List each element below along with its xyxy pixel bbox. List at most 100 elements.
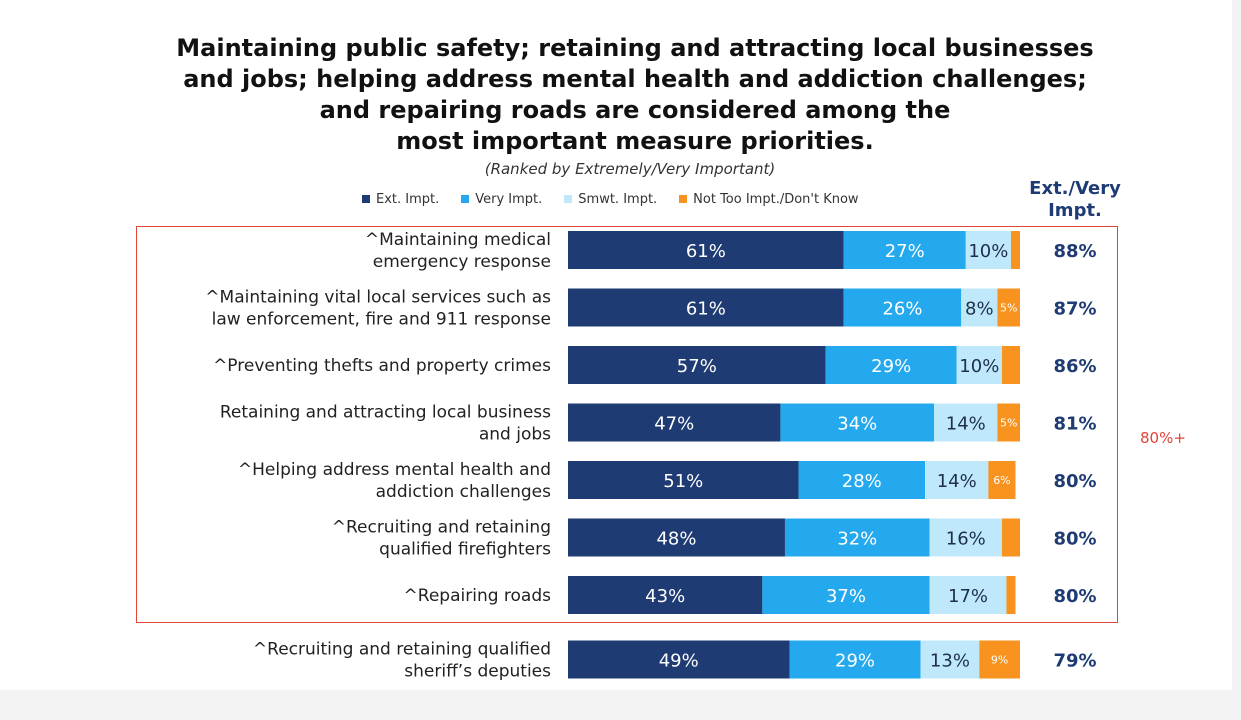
title-line-3: and repairing roads are considered among… [319, 96, 951, 124]
legend-label-smwt: Smwt. Impt. [578, 191, 658, 207]
bar-segment-smwt [929, 576, 1007, 614]
bar-value-label-ext: 61% [686, 299, 726, 320]
category-label-line: ^Helping address mental health and [238, 460, 551, 480]
bar-value-label-very: 29% [871, 356, 911, 377]
legend-swatch-not [679, 195, 688, 203]
legend-item-smwt: Smwt. Impt. [564, 192, 657, 207]
category-label-line: sheriff’s deputies [404, 662, 551, 682]
bar-value-label-smwt: 13% [930, 651, 970, 672]
bar-segment-ext [568, 288, 844, 327]
chart-subtitle: (Ranked by Extremely/Very Important) [484, 160, 776, 178]
slide: Maintaining public safety; retaining and… [0, 0, 1232, 690]
bar-segment-very [825, 346, 957, 384]
bar-value-label-ext: 61% [686, 241, 726, 262]
category-label-line: qualified firefighters [379, 540, 551, 560]
bar-segment-not [997, 288, 1020, 327]
bar-segment-very [762, 576, 930, 614]
total-label: 79% [1053, 651, 1096, 672]
bar-segment-smwt [920, 640, 980, 679]
category-label-line: Retaining and attracting local business [220, 403, 551, 423]
total-label: 88% [1053, 241, 1096, 262]
total-label: 80% [1053, 471, 1096, 492]
legend-swatch-smwt [564, 195, 573, 203]
bar-value-label-ext: 48% [656, 529, 696, 550]
category-label-line: emergency response [373, 252, 551, 272]
bar-value-label-very: 32% [837, 529, 877, 550]
bar-value-label-very: 26% [882, 299, 922, 320]
bar-segment-ext [568, 346, 826, 384]
legend-swatch-very [461, 195, 470, 203]
bar-segment-smwt [956, 346, 1002, 384]
bar-segment-not [988, 461, 1016, 499]
category-label-line: ^Recruiting and retaining [332, 518, 551, 538]
category-label: Retaining and attracting local business a… [220, 403, 551, 445]
bar-value-label-ext: 57% [677, 356, 717, 377]
ext-very-impt-header: Ext./Very Impt. [1029, 178, 1121, 221]
bar-value-label-smwt: 16% [946, 529, 986, 550]
bar-value-label-smwt: 10% [959, 356, 999, 377]
bar-value-label-very: 28% [842, 471, 882, 492]
bar-segment-smwt [965, 231, 1011, 269]
bar-value-label-smwt: 14% [937, 471, 977, 492]
bar-segment-ext [568, 461, 799, 499]
bar-value-label-ext: 49% [659, 651, 699, 672]
legend-label-ext: Ext. Impt. [376, 191, 440, 207]
bar-value-label-very: 37% [826, 586, 866, 607]
bar-value-label-smwt: 10% [968, 241, 1008, 262]
bar-segment-very [780, 403, 935, 442]
legend-label-very: Very Impt. [475, 191, 543, 207]
title-line-1: Maintaining public safety; retaining and… [176, 34, 1094, 62]
chart-legend: Ext. Impt. Very Impt. Smwt. Impt. Not To… [362, 189, 881, 209]
bar-segment-ext [568, 576, 763, 614]
category-label-line: ^Maintaining vital local services such a… [205, 288, 551, 308]
category-label-line: ^Maintaining medical [365, 230, 551, 250]
category-label-line: ^Repairing roads [404, 586, 552, 606]
bar-value-label-very: 34% [837, 414, 877, 435]
legend-item-ext: Ext. Impt. [362, 192, 439, 207]
total-label: 80% [1053, 586, 1096, 607]
category-label: ^Recruiting and retaining qualified sheri… [253, 640, 551, 682]
bar-segment-ext [568, 640, 790, 679]
category-label: ^Helping address mental health and addict… [238, 460, 551, 502]
bar-segment-very [843, 288, 962, 327]
bar-value-label-ext: 51% [663, 471, 703, 492]
total-label: 80% [1053, 529, 1096, 550]
bar-value-label-ext: 47% [654, 414, 694, 435]
highlight-box [136, 226, 1118, 623]
legend-swatch-ext [362, 195, 370, 203]
bar-segment-ext [568, 518, 785, 557]
bar-value-label-not: 5% [1000, 417, 1017, 430]
legend-item-not: Not Too Impt./Don't Know [679, 191, 859, 207]
stacked-bar-chart: ^Maintaining medical emergency response 61… [205, 230, 1096, 682]
bar-segment-not [979, 640, 1020, 679]
category-label-line: and jobs [479, 425, 551, 445]
bar-segment-not [997, 403, 1020, 442]
category-label: ^Maintaining medical emergency response [365, 230, 551, 272]
bar-value-label-very: 27% [885, 241, 925, 262]
bar-segment-very [798, 461, 926, 499]
bar-value-label-not: 6% [993, 474, 1010, 487]
bar-value-label-very: 29% [835, 651, 875, 672]
bar-segment-not [1006, 576, 1016, 614]
bar-value-label-smwt: 17% [948, 586, 988, 607]
legend-item-very: Very Impt. [461, 192, 542, 207]
bar-segment-not [1001, 346, 1020, 384]
bar-value-label-not: 5% [1000, 302, 1017, 315]
bar-segment-not [1010, 231, 1020, 269]
bar-segment-not [1001, 518, 1020, 557]
category-label-line: law enforcement, fire and 911 response [212, 310, 551, 330]
total-label: 81% [1053, 414, 1096, 435]
category-label: ^Preventing thefts and property crimes [213, 356, 551, 376]
title-line-2: and jobs; helping address mental health … [183, 65, 1087, 93]
bar-segment-very [843, 231, 966, 269]
category-label: ^Maintaining vital local services such a… [205, 288, 551, 330]
legend-label-not: Not Too Impt./Don't Know [693, 191, 859, 207]
bar-value-label-ext: 43% [645, 586, 685, 607]
bar-segment-very [789, 640, 921, 679]
total-label: 87% [1053, 299, 1096, 320]
title-line-4: most important measure priorities. [396, 127, 874, 155]
bar-segment-ext [568, 403, 781, 442]
category-label: ^Recruiting and retaining qualified firef… [332, 518, 551, 560]
bar-segment-smwt [934, 403, 998, 442]
bar-segment-ext [568, 231, 844, 269]
